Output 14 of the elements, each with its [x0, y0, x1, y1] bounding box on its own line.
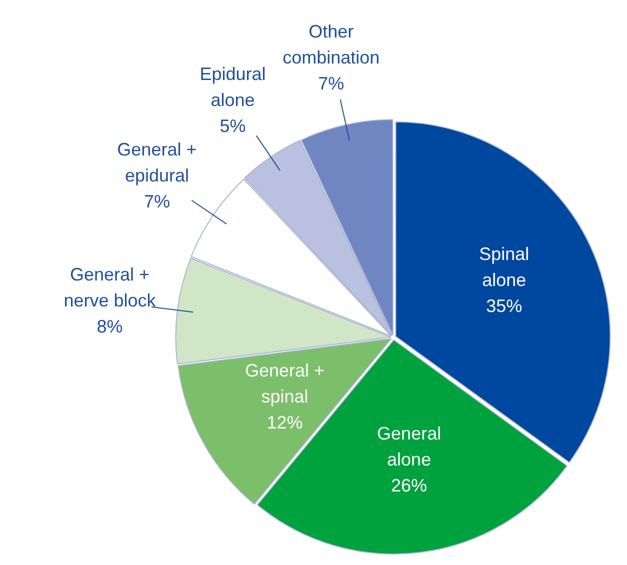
- slice-label: General + epidural: [117, 140, 197, 186]
- data-label: 7%: [318, 73, 344, 94]
- data-label: 5%: [220, 116, 246, 136]
- data-label: 26%: [391, 476, 428, 496]
- slice-label: General alone: [377, 424, 442, 470]
- data-label: 12%: [266, 412, 303, 432]
- data-label: 8%: [96, 316, 123, 337]
- slice-label: General + spinal: [244, 360, 325, 406]
- slice-label: Spinal alone: [479, 244, 530, 290]
- slice-label: Epidural alone: [200, 64, 266, 110]
- slice-label: Other combination: [282, 21, 380, 68]
- data-label: 35%: [486, 296, 522, 316]
- slice-label: General + nerve block: [64, 264, 157, 311]
- data-label: 7%: [144, 192, 170, 212]
